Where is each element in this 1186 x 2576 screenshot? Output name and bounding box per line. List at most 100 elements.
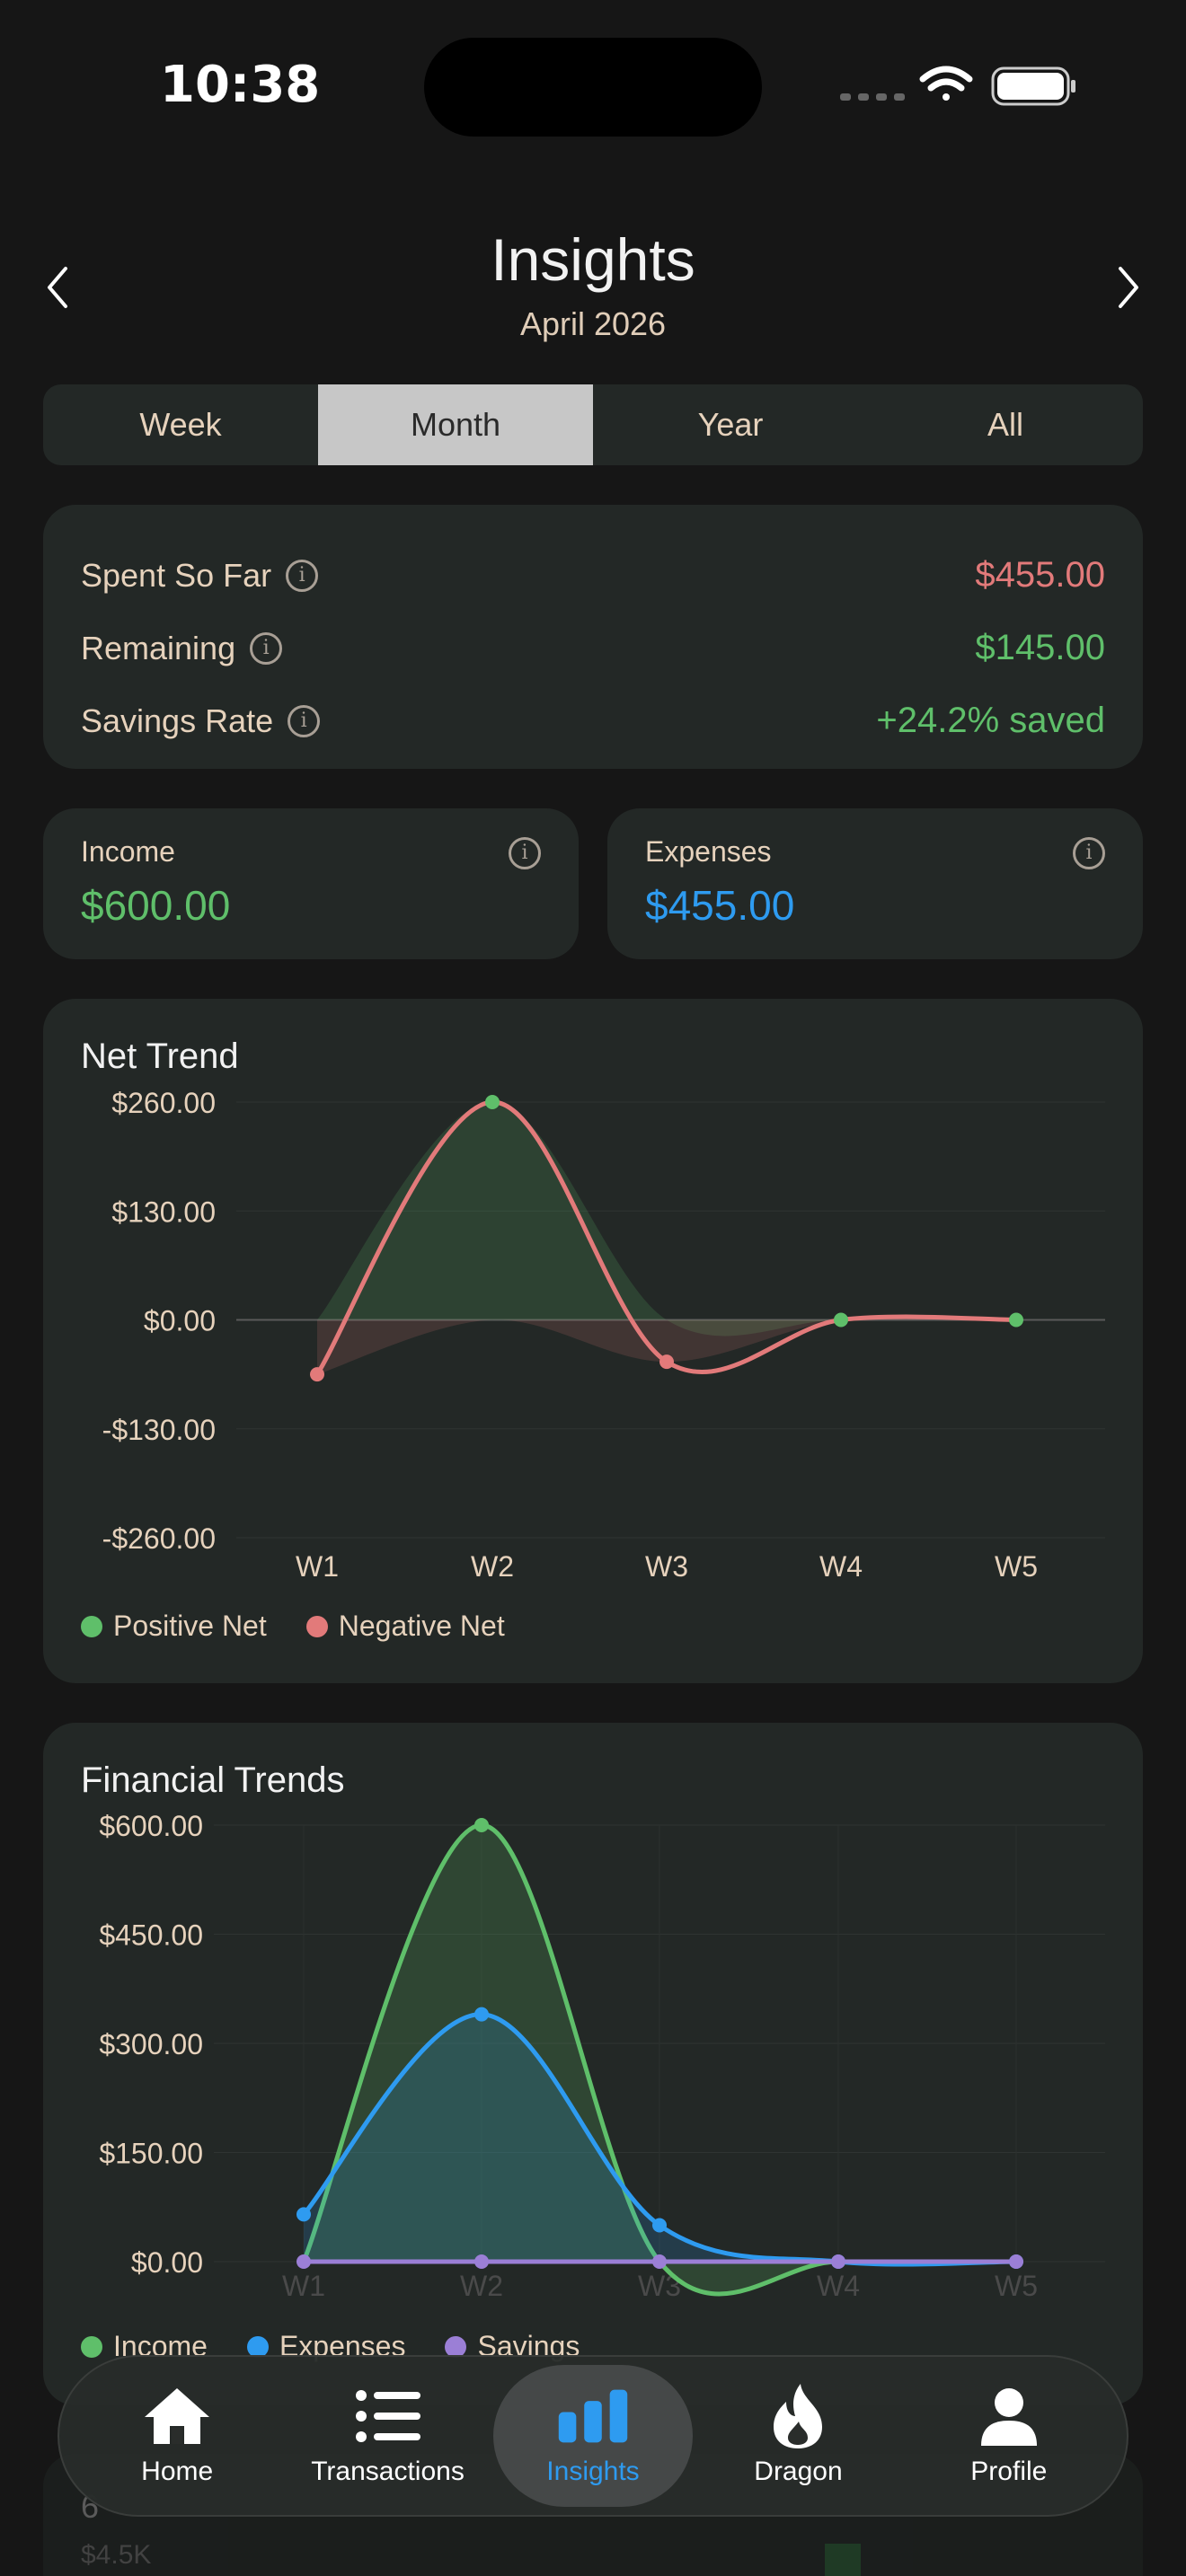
tab-transactions[interactable]: Transactions	[282, 2365, 492, 2507]
person-icon	[973, 2385, 1045, 2448]
savings-rate-label: Savings Rate	[81, 702, 273, 740]
tab-home[interactable]: Home	[72, 2365, 282, 2507]
x-tick-label: W5	[995, 1550, 1038, 1583]
y-tick-label: -$130.00	[102, 1414, 216, 1446]
bottom-tab-bar: Home Transactions Insights Dragon Profil…	[58, 2355, 1128, 2517]
next-card-amount: $4.5K	[81, 2540, 151, 2571]
y-tick-label: $260.00	[111, 1087, 216, 1119]
status-icons	[840, 63, 1083, 108]
net-point	[834, 1313, 848, 1328]
remaining-row: Remaining i $145.00	[81, 612, 1105, 684]
chevron-right-icon	[1115, 265, 1142, 310]
y-tick-label: $600.00	[99, 1810, 203, 1842]
net-point	[659, 1354, 674, 1369]
net-point	[485, 1095, 500, 1109]
tab-profile[interactable]: Profile	[904, 2365, 1114, 2507]
period-tab-week[interactable]: Week	[43, 384, 318, 465]
page-header: Insights April 2026	[0, 216, 1186, 350]
x-tick-label: W4	[819, 1550, 863, 1583]
tab-insights[interactable]: Insights	[493, 2365, 694, 2507]
y-tick-label: $450.00	[99, 1919, 203, 1952]
expenses-value: $455.00	[645, 881, 1105, 930]
y-tick-label: $0.00	[144, 1305, 216, 1337]
series-point	[831, 2254, 845, 2269]
series-point	[474, 2254, 489, 2269]
flame-icon	[762, 2385, 834, 2448]
x-tick-label: W1	[296, 1550, 339, 1583]
tab-label: Profile	[970, 2457, 1047, 2487]
wifi-icon	[923, 69, 969, 101]
series-point	[296, 2207, 311, 2221]
next-card-marker	[825, 2544, 861, 2576]
info-icon[interactable]: i	[288, 705, 320, 737]
info-icon[interactable]: i	[286, 560, 318, 592]
legend-negative: Negative Net	[306, 1610, 505, 1643]
y-tick-label: -$260.00	[102, 1522, 216, 1555]
spent-value: $455.00	[975, 555, 1105, 595]
net-point	[310, 1367, 324, 1381]
info-icon[interactable]: i	[250, 632, 282, 665]
info-icon[interactable]: i	[509, 837, 541, 869]
series-point	[474, 2007, 489, 2022]
legend-positive: Positive Net	[81, 1610, 267, 1643]
y-tick-label: $0.00	[131, 2246, 203, 2279]
house-icon	[141, 2385, 213, 2448]
remaining-value: $145.00	[975, 628, 1105, 668]
expenses-card: Expenses $455.00 i	[607, 808, 1143, 959]
bar-chart-icon	[557, 2385, 629, 2448]
positive-area	[317, 1102, 1016, 1336]
tab-label: Dragon	[754, 2457, 842, 2487]
x-tick-label: W4	[817, 2270, 860, 2302]
status-time: 10:38	[160, 56, 320, 114]
tab-label: Transactions	[311, 2457, 465, 2487]
tab-dragon[interactable]: Dragon	[693, 2365, 903, 2507]
period-tab-all[interactable]: All	[868, 384, 1143, 465]
net-trend-card: Net Trend $260.00 $130.00 $0.00 -$130.00 -$2…	[43, 999, 1143, 1683]
legend-label: Negative Net	[339, 1610, 505, 1643]
income-value: $600.00	[81, 881, 541, 930]
legend-dot	[445, 2336, 466, 2358]
period-selector: Week Month Year All	[43, 384, 1143, 465]
series-point	[296, 2254, 311, 2269]
x-tick-label: W2	[471, 1550, 514, 1583]
signal-icon	[840, 93, 905, 101]
summary-card: Spent So Far i $455.00 Remaining i $145.00…	[43, 505, 1143, 769]
next-period-button[interactable]	[1102, 256, 1155, 319]
remaining-label: Remaining	[81, 630, 235, 667]
series-point	[652, 2219, 667, 2233]
series-point	[652, 2254, 667, 2269]
chevron-left-icon	[44, 265, 71, 310]
financial-trends-card: Financial Trends $600.00 $450.00 $300.00 $1…	[43, 1723, 1143, 2405]
savings-rate-row: Savings Rate i +24.2% saved	[81, 684, 1105, 757]
legend-dot	[247, 2336, 269, 2358]
info-icon[interactable]: i	[1073, 837, 1105, 869]
period-tab-month[interactable]: Month	[318, 384, 593, 465]
expenses-label: Expenses	[645, 835, 1105, 869]
spent-label: Spent So Far	[81, 557, 271, 595]
tab-label: Insights	[546, 2457, 639, 2487]
net-point	[1009, 1313, 1023, 1328]
battery-icon	[993, 68, 1075, 104]
x-tick-label: W3	[645, 1550, 688, 1583]
list-icon	[352, 2385, 424, 2448]
legend-dot	[81, 1616, 102, 1637]
series-point	[474, 1818, 489, 1832]
dynamic-island	[424, 38, 762, 137]
net-trend-legend: Positive Net Negative Net	[81, 1610, 505, 1643]
tab-label: Home	[141, 2457, 213, 2487]
status-bar: 10:38	[0, 0, 1186, 171]
income-card: Income $600.00 i	[43, 808, 579, 959]
series-point	[1009, 2254, 1023, 2269]
y-tick-label: $130.00	[111, 1195, 216, 1228]
legend-dot	[306, 1616, 328, 1637]
x-tick-label: W2	[460, 2270, 503, 2302]
previous-period-button[interactable]	[31, 256, 84, 319]
legend-dot	[81, 2336, 102, 2358]
page-title: Insights	[0, 230, 1186, 289]
income-label: Income	[81, 835, 541, 869]
y-tick-label: $150.00	[99, 2138, 203, 2170]
savings-rate-value: +24.2% saved	[876, 701, 1105, 741]
period-tab-year[interactable]: Year	[593, 384, 868, 465]
net-trend-chart: $260.00 $130.00 $0.00 -$130.00 -$260.00 W1 W2 W…	[43, 999, 1143, 1683]
